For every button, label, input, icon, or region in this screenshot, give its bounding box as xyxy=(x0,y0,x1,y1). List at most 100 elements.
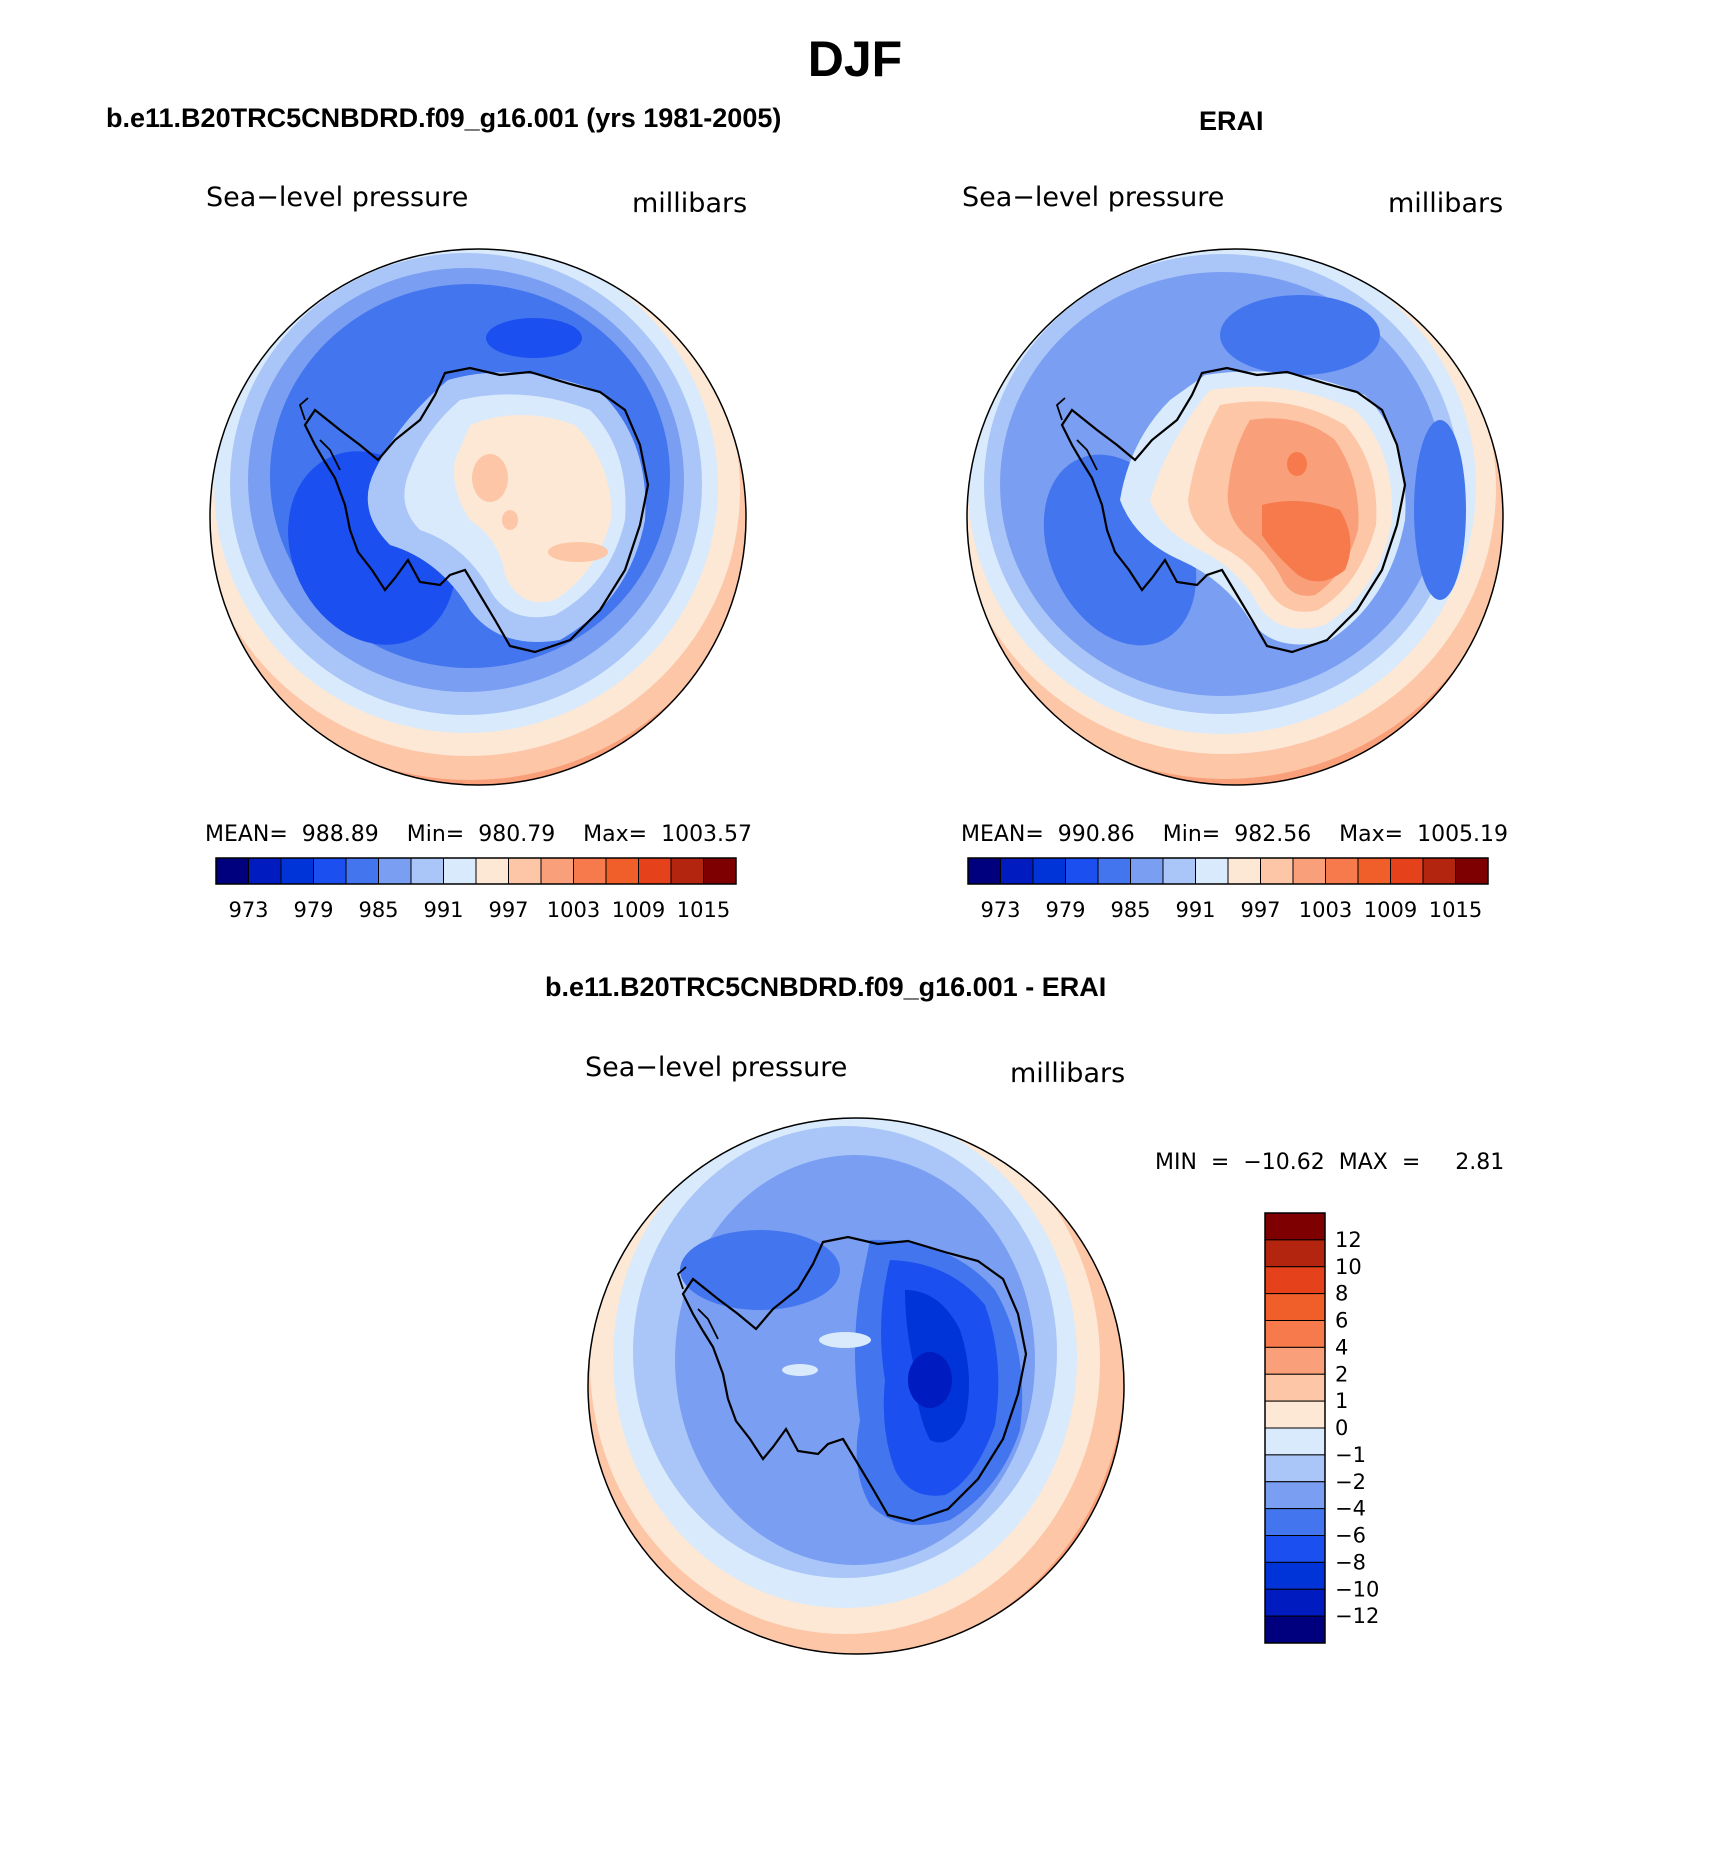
model-colorbar-tick-label: 1015 xyxy=(677,898,730,922)
model-colorbar-swatch xyxy=(280,857,314,885)
diff-colorbar-swatch xyxy=(1264,1212,1326,1241)
obs-colorbar-swatch xyxy=(1162,857,1196,885)
obs-colorbar-swatch xyxy=(1097,857,1131,885)
model-stats: MEAN= 988.89 Min= 980.79 Max= 1003.57 xyxy=(205,822,753,847)
diff-colorbar-tick-label: 6 xyxy=(1335,1309,1348,1333)
obs-colorbar-swatch xyxy=(1292,857,1326,885)
diff-colorbar-tick-label: 1 xyxy=(1335,1389,1348,1413)
obs-colorbar-swatch xyxy=(1422,857,1456,885)
diff-colorbar-tick-label: 12 xyxy=(1335,1228,1362,1252)
obs-colorbar-swatch xyxy=(1065,857,1099,885)
diff-colorbar-tick-label: 4 xyxy=(1335,1335,1348,1359)
obs-colorbar-tick-label: 985 xyxy=(1110,898,1150,922)
diff-contour-fill xyxy=(588,1118,1124,1654)
diff-colorbar-tick-label: 10 xyxy=(1335,1255,1362,1279)
obs-colorbar-swatch xyxy=(1195,857,1229,885)
diff-variable-label: Sea−level pressure xyxy=(585,1052,848,1083)
diff-colorbar-swatch xyxy=(1264,1293,1326,1321)
model-colorbar-swatch xyxy=(638,857,672,885)
obs-colorbar-tick-label: 1003 xyxy=(1299,898,1352,922)
obs-colorbar-swatch xyxy=(1032,857,1066,885)
model-colorbar-swatch xyxy=(410,857,444,885)
obs-polar-map xyxy=(966,248,1504,786)
model-colorbar-swatch xyxy=(378,857,412,885)
obs-colorbar-swatch xyxy=(1000,857,1034,885)
diff-units-label: millibars xyxy=(1010,1058,1126,1089)
diff-colorbar-swatch xyxy=(1264,1615,1326,1644)
model-colorbar-tick-label: 973 xyxy=(228,898,268,922)
diff-colorbar-swatch xyxy=(1264,1239,1326,1268)
model-colorbar-swatch xyxy=(703,857,737,885)
model-map-boundary xyxy=(209,248,747,786)
diff-colorbar-swatch xyxy=(1264,1454,1326,1483)
obs-colorbar-swatch xyxy=(1130,857,1164,885)
model-polar-map xyxy=(209,248,747,786)
obs-colorbar-tick-label: 979 xyxy=(1045,898,1085,922)
model-variable-label: Sea−level pressure xyxy=(206,182,469,213)
diff-colorbar-swatch xyxy=(1264,1320,1326,1348)
diff-colorbar-tick-label: −10 xyxy=(1335,1577,1379,1601)
model-colorbar-swatch xyxy=(215,857,249,885)
obs-colorbar-swatch xyxy=(967,857,1001,885)
obs-colorbar: 973 979 985 991 997 1003 1009 1015 xyxy=(967,857,1489,922)
model-units-label: millibars xyxy=(632,188,748,219)
model-contour-fill xyxy=(210,249,746,785)
diff-colorbar-tick-label: 0 xyxy=(1335,1416,1348,1440)
diff-colorbar-tick-label: −6 xyxy=(1335,1524,1366,1548)
diff-colorbar-tick-label: 2 xyxy=(1335,1362,1348,1386)
diff-colorbar-swatch xyxy=(1264,1373,1326,1402)
model-panel-title: b.e11.B20TRC5CNBDRD.f09_g16.001 (yrs 198… xyxy=(106,103,782,133)
diff-panel-title: b.e11.B20TRC5CNBDRD.f09_g16.001 - ERAI xyxy=(545,972,1107,1002)
diff-antarctica-coastline xyxy=(681,1235,1028,1523)
obs-colorbar-swatch xyxy=(1260,857,1294,885)
diff-colorbar-swatch xyxy=(1264,1588,1326,1617)
model-colorbar: 973 979 985 991 997 1003 1009 1015 xyxy=(215,857,737,922)
diff-colorbar-tick-label: −2 xyxy=(1335,1470,1366,1494)
diff-colorbar-tick-label: −1 xyxy=(1335,1443,1366,1467)
model-colorbar-tick-label: 991 xyxy=(423,898,463,922)
model-colorbar-swatch xyxy=(573,857,607,885)
obs-colorbar-swatch xyxy=(1455,857,1489,885)
diff-colorbar-swatch xyxy=(1264,1400,1326,1429)
diff-colorbar-swatch xyxy=(1264,1481,1326,1510)
obs-colorbar-tick-label: 991 xyxy=(1175,898,1215,922)
diff-map-boundary xyxy=(587,1117,1125,1655)
model-colorbar-swatch xyxy=(540,857,574,885)
model-colorbar-tick-label: 1009 xyxy=(612,898,665,922)
model-colorbar-swatch xyxy=(313,857,347,885)
model-colorbar-tick-label: 979 xyxy=(293,898,333,922)
diff-colorbar-swatch xyxy=(1264,1346,1326,1375)
model-colorbar-tick-label: 997 xyxy=(488,898,528,922)
model-colorbar-swatch xyxy=(605,857,639,885)
obs-colorbar-swatch xyxy=(1390,857,1424,885)
figure-title: DJF xyxy=(807,31,903,87)
diff-colorbar-swatch xyxy=(1264,1535,1326,1563)
obs-antarctica-coastline xyxy=(1060,366,1407,654)
model-colorbar-swatch xyxy=(443,857,477,885)
obs-colorbar-swatch xyxy=(1325,857,1359,885)
model-colorbar-swatch xyxy=(475,857,509,885)
diff-colorbar-swatch xyxy=(1264,1266,1326,1295)
model-colorbar-swatch xyxy=(508,857,542,885)
diff-colorbar-tick-label: −8 xyxy=(1335,1550,1366,1574)
diff-colorbar-swatch xyxy=(1264,1561,1326,1590)
diff-colorbar-tick-label: −12 xyxy=(1335,1604,1379,1628)
obs-colorbar-tick-label: 1009 xyxy=(1364,898,1417,922)
obs-colorbar-tick-label: 973 xyxy=(980,898,1020,922)
model-colorbar-swatch xyxy=(345,857,379,885)
obs-colorbar-tick-label: 997 xyxy=(1240,898,1280,922)
model-colorbar-tick-label: 985 xyxy=(358,898,398,922)
obs-panel-title: ERAI xyxy=(1199,106,1264,136)
obs-colorbar-tick-label: 1015 xyxy=(1429,898,1482,922)
model-colorbar-swatch xyxy=(670,857,704,885)
obs-contour-fill xyxy=(967,249,1503,785)
obs-colorbar-swatch xyxy=(1357,857,1391,885)
diff-stats: MIN = −10.62 MAX = 2.81 xyxy=(1155,1150,1505,1175)
diff-colorbar-tick-label: 8 xyxy=(1335,1282,1348,1306)
diff-colorbar-swatch xyxy=(1264,1508,1326,1536)
diff-colorbar-swatch xyxy=(1264,1427,1326,1456)
obs-colorbar-swatch xyxy=(1227,857,1261,885)
obs-map-boundary xyxy=(966,248,1504,786)
